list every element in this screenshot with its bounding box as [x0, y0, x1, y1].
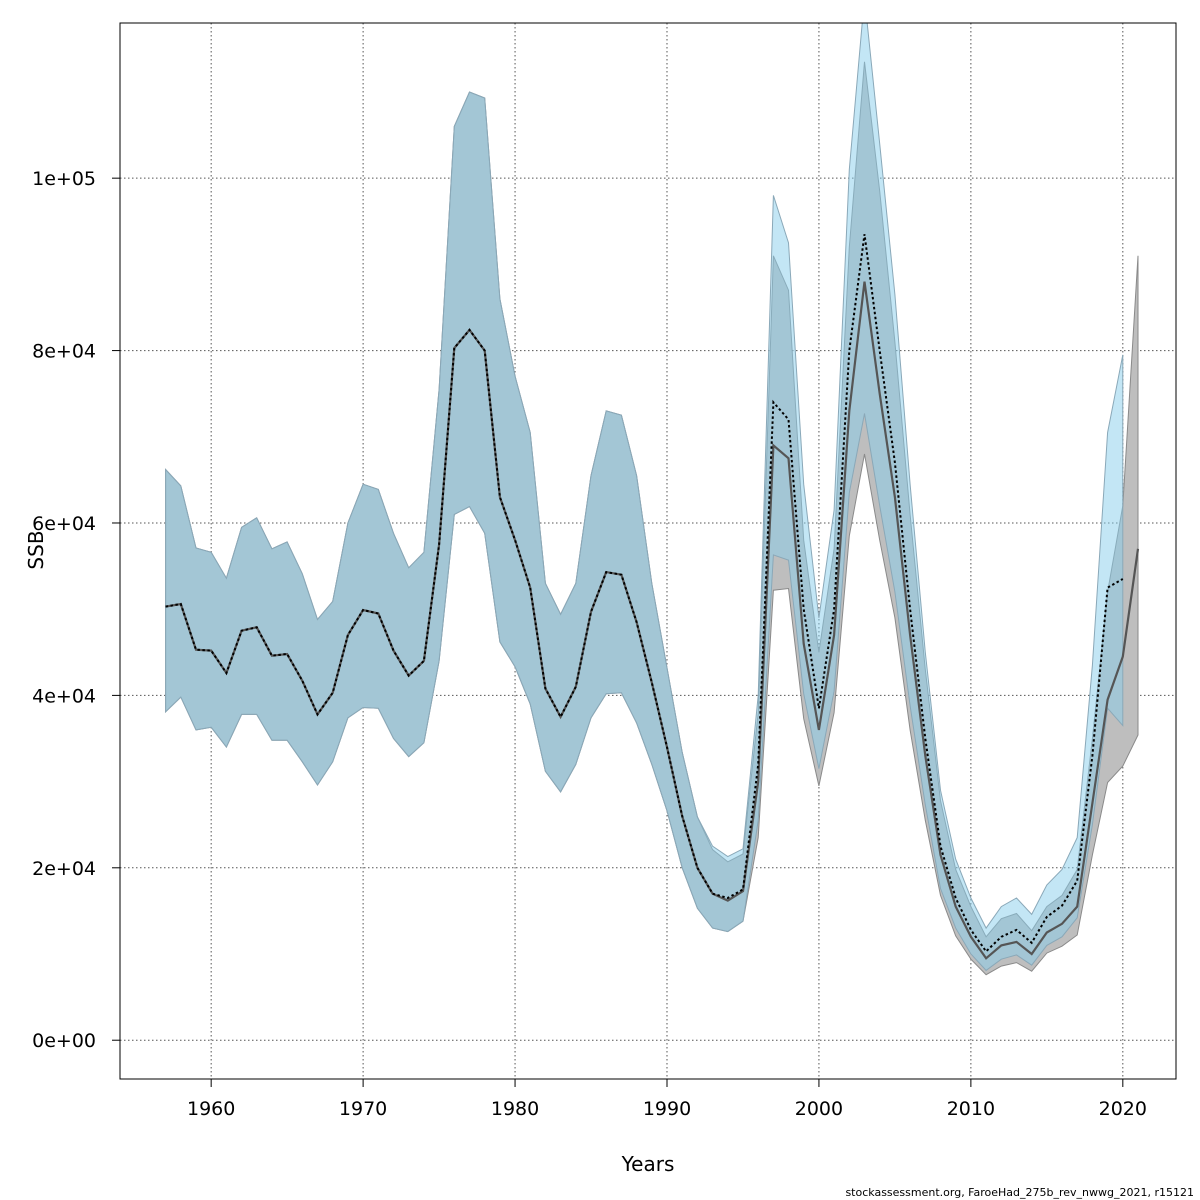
x-tick-label: 2020	[1099, 1098, 1147, 1120]
y-tick-label: 6e+04	[32, 513, 96, 535]
y-tick-label: 8e+04	[32, 341, 96, 363]
x-tick-label: 2010	[947, 1098, 995, 1120]
y-axis: 0e+00 2e+04 4e+04 6e+04 8e+04 1e+05	[32, 168, 120, 1052]
y-tick-label: 0e+00	[32, 1030, 96, 1052]
plot-frame	[119, 22, 1177, 1080]
footer-credit: stockassessment.org, FaroeHad_275b_rev_n…	[845, 1186, 1194, 1199]
series-lines	[165, 234, 1140, 960]
y-tick-label: 2e+04	[32, 858, 96, 880]
grey-run-estimate-line	[165, 281, 1140, 960]
x-axis-title: Years	[621, 1152, 675, 1176]
y-axis-title: SSB	[24, 530, 48, 569]
x-tick-label: 1970	[339, 1098, 387, 1120]
blue-run-band	[165, 23, 1124, 972]
x-tick-label: 1990	[643, 1098, 691, 1120]
x-tick-label: 1980	[491, 1098, 539, 1120]
y-tick-label: 4e+04	[32, 685, 96, 707]
confidence-bands	[165, 23, 1139, 976]
y-tick-label: 1e+05	[32, 168, 96, 190]
x-tick-label: 2000	[795, 1098, 843, 1120]
x-axis: 1960 1970 1980 1990 2000 2010 2020	[187, 1079, 1147, 1120]
grey-run-band	[165, 61, 1139, 976]
x-tick-label: 1960	[187, 1098, 235, 1120]
blue-run-estimate-line	[165, 234, 1124, 953]
grid-lines	[120, 23, 1176, 1079]
